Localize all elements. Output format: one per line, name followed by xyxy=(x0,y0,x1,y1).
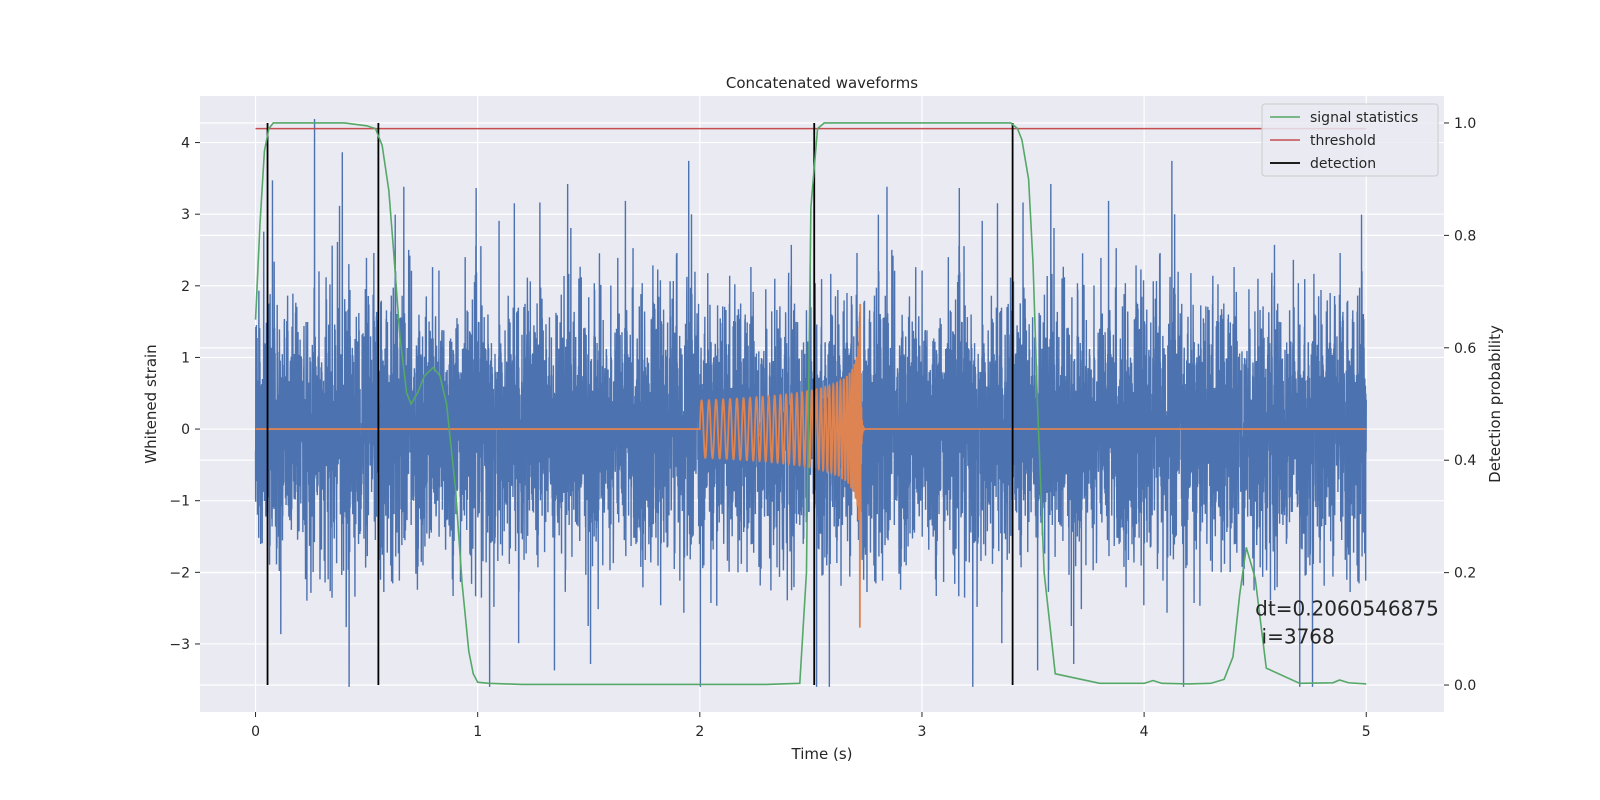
y2-tick-label: 0.6 xyxy=(1454,341,1476,357)
y2-tick-label: 0.8 xyxy=(1454,228,1476,244)
legend-label-signal-statistics: signal statistics xyxy=(1310,110,1418,126)
y2-tick-label: 0.0 xyxy=(1454,678,1476,694)
x-tick-label: 5 xyxy=(1362,724,1371,740)
y-tick-label: 3 xyxy=(181,207,190,223)
x-tick-label: 0 xyxy=(251,724,260,740)
legend-box xyxy=(1261,103,1439,177)
y-tick-label: −1 xyxy=(169,494,190,510)
x-tick-label: 1 xyxy=(473,724,482,740)
y2-tick-label: 1.0 xyxy=(1454,116,1476,132)
x-axis-label: Time (s) xyxy=(791,745,853,763)
annotation: dt=0.2060546875 i=3768 xyxy=(1255,596,1439,648)
y-axis-label: Whitened strain xyxy=(142,344,160,463)
y-tick-label: 1 xyxy=(181,350,190,366)
legend: signal statistics threshold detection xyxy=(1261,103,1439,177)
legend-label-threshold: threshold xyxy=(1310,133,1376,149)
y2-tick-label: 0.4 xyxy=(1454,453,1476,469)
chart-title: Concatenated waveforms xyxy=(726,74,918,92)
signal-statistics-series-line xyxy=(254,122,1367,686)
y2-ticks: 0.0 0.2 0.4 0.6 0.8 1.0 xyxy=(1444,116,1476,694)
x-tick-label: 4 xyxy=(1140,724,1149,740)
y-tick-label: 4 xyxy=(181,136,190,152)
annotation-dt: dt=0.2060546875 xyxy=(1255,596,1439,620)
detection-lines xyxy=(266,122,1014,686)
annotation-index: i=3768 xyxy=(1255,624,1335,648)
x-ticks: 0 1 2 3 4 5 xyxy=(251,712,1371,740)
strain-series-line xyxy=(254,118,1367,687)
legend-label-detection: detection xyxy=(1310,156,1376,172)
x-tick-label: 2 xyxy=(695,724,704,740)
x-tick-label: 3 xyxy=(918,724,927,740)
y-tick-label: 2 xyxy=(181,279,190,295)
y2-tick-label: 0.2 xyxy=(1454,566,1476,582)
y-tick-label: 0 xyxy=(181,422,190,438)
y-ticks: −3 −2 −1 0 1 2 3 4 xyxy=(169,136,200,653)
y2-axis-label: Detection probability xyxy=(1486,325,1504,483)
y-tick-label: −3 xyxy=(169,637,190,653)
template-series-line xyxy=(255,303,1367,628)
y-tick-label: −2 xyxy=(169,565,190,581)
